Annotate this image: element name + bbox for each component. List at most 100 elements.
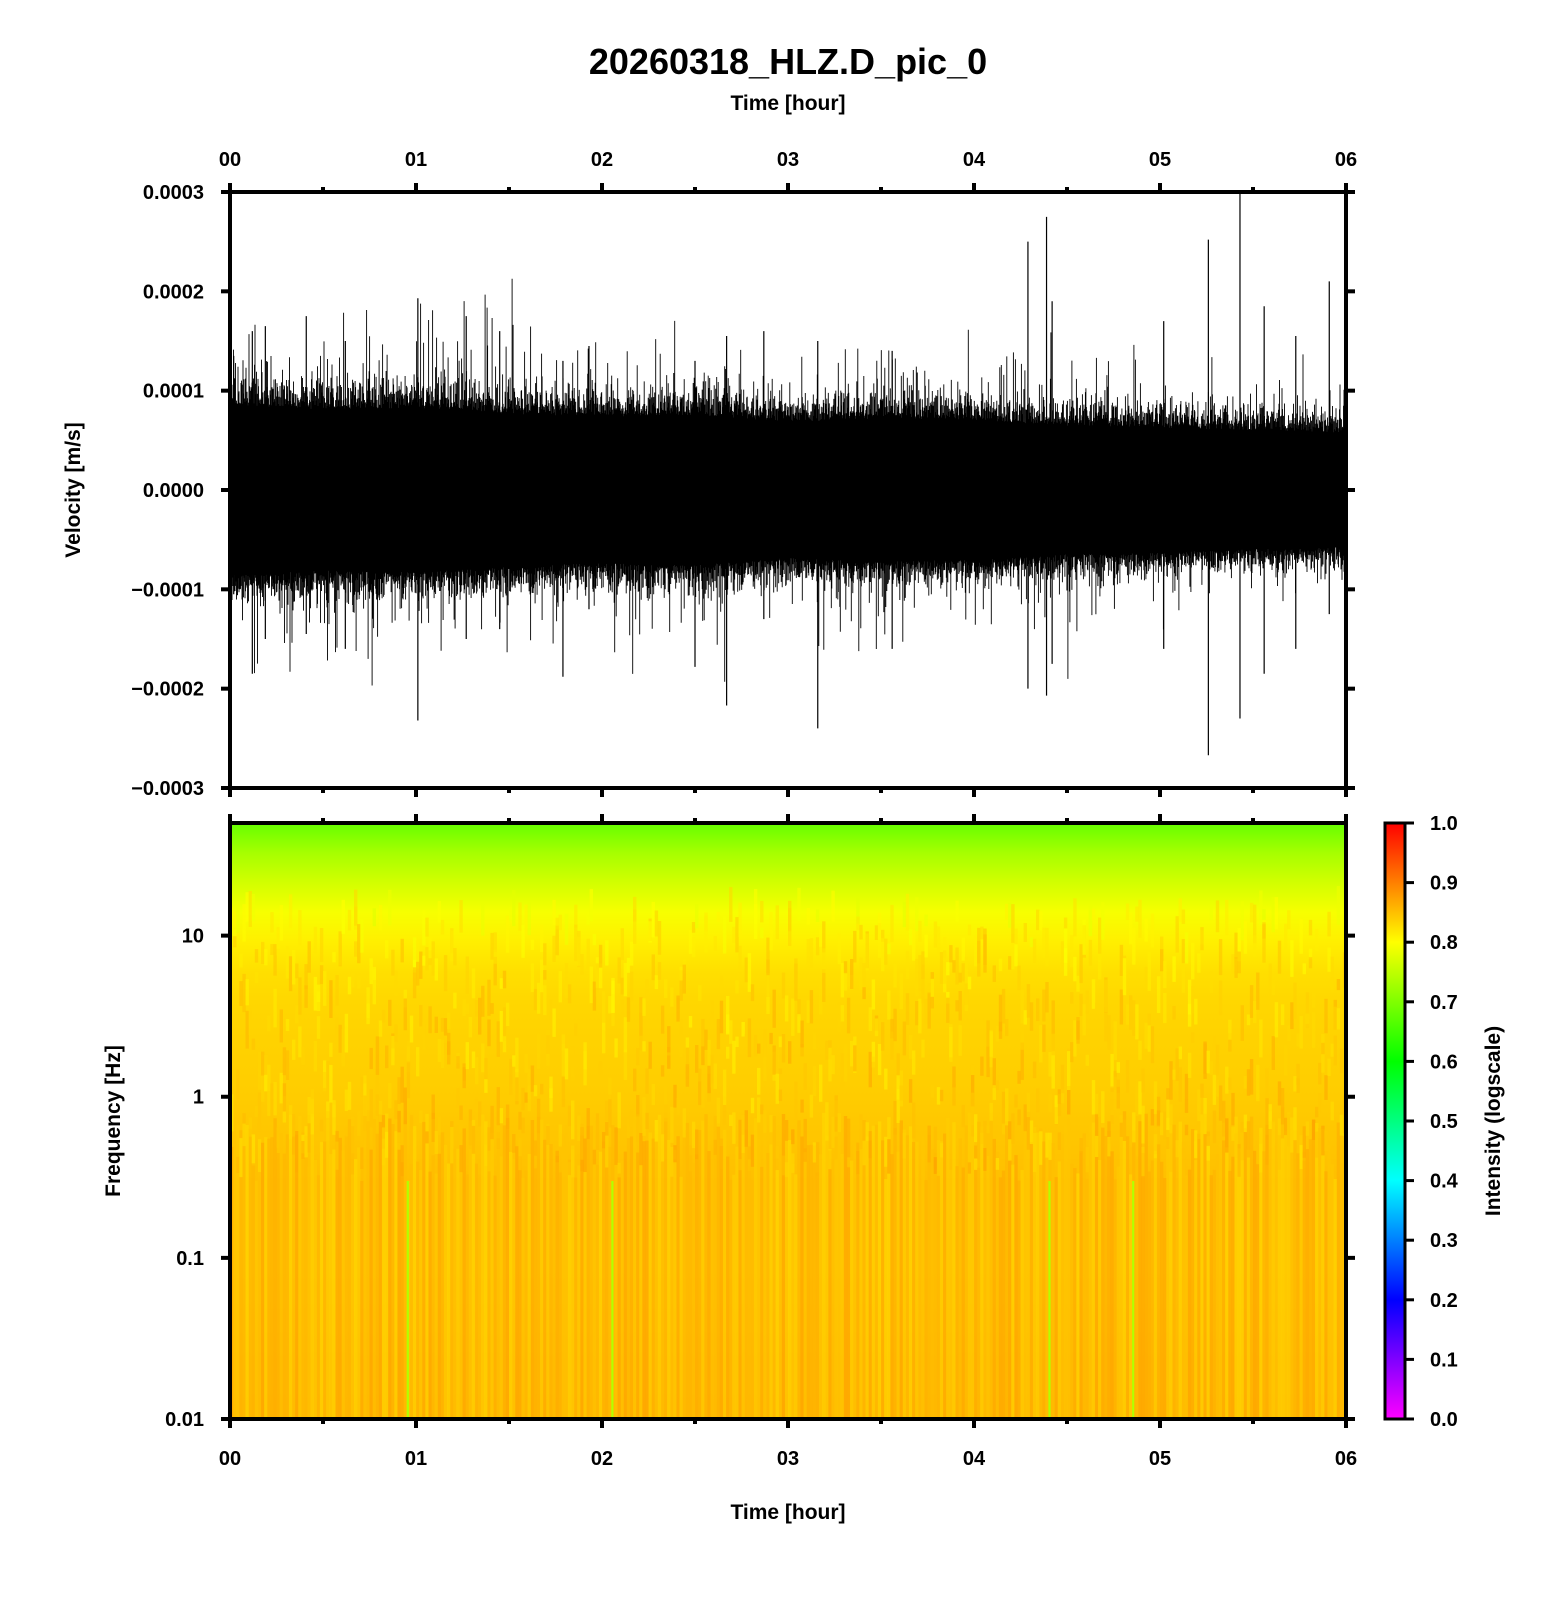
spectrogram-cell: [509, 1151, 513, 1419]
spectrogram-cell: [719, 975, 724, 990]
spectrogram-cell: [859, 1114, 863, 1419]
spectrogram-cell: [1265, 1134, 1269, 1165]
spectrogram-cell: [530, 1065, 535, 1092]
spectrogram-cell: [357, 1111, 361, 1136]
spectrogram-cell: [1048, 1093, 1052, 1113]
spectrogram-cell: [806, 1000, 810, 1023]
spectrogram-cell: [397, 1077, 401, 1105]
spectrogram-cell: [970, 1075, 975, 1107]
spectrogram-cell: [239, 1138, 243, 1178]
spectrogram-cell: [412, 1126, 417, 1419]
spectrogram-cell: [719, 1000, 724, 1034]
spectrogram-cell: [242, 1123, 246, 1147]
spectrogram-cell: [691, 937, 696, 958]
spectrogram-cell: [729, 1114, 733, 1126]
spectrogram-cell: [313, 926, 318, 954]
y-tick-label: −0.0001: [131, 579, 204, 601]
spectrogram-cell: [533, 1168, 538, 1419]
spectrogram-cell: [605, 940, 609, 966]
spectrogram-cell: [676, 1136, 680, 1419]
spectrogram-cell: [629, 1109, 634, 1128]
spectrogram-cell: [1253, 1001, 1257, 1024]
spectrogram-cell: [719, 1138, 724, 1170]
spectrogram-cell: [828, 1149, 832, 1170]
spectrogram-cell: [1107, 1136, 1111, 1157]
spectrogram-cell: [298, 1026, 302, 1058]
spectrogram-cell: [757, 1067, 761, 1095]
spectrogram-cell: [893, 1008, 897, 1042]
spectrogram-cell: [1005, 1019, 1009, 1037]
spectrogram-cell: [574, 1023, 578, 1037]
spectrogram-cell: [664, 1117, 668, 1419]
spectrogram-cell: [1333, 1035, 1337, 1066]
spectrogram-cell: [822, 1112, 826, 1419]
spectrogram-cell: [744, 1034, 748, 1048]
spectrogram-cell: [369, 1089, 373, 1128]
spectrogram-cell: [791, 1153, 795, 1173]
spectrogram-cell: [1067, 1051, 1071, 1090]
spectrogram-cell: [440, 1132, 445, 1419]
spectrogram-cell: [1008, 1121, 1012, 1419]
spectrogram-cell: [753, 1118, 758, 1419]
spectrogram-cell: [1036, 998, 1040, 1022]
spectrogram-cell: [998, 994, 1003, 1032]
spectrogram-cell: [633, 1068, 637, 1092]
spectrogram-cell: [986, 1125, 990, 1419]
spectrogram-cell: [896, 1089, 900, 1123]
spectrogram-cell: [527, 1068, 531, 1100]
spectrogram-cell: [251, 1038, 256, 1050]
spectrogram-cell: [409, 1128, 414, 1164]
x-tick-label: 02: [591, 1448, 613, 1470]
spectrogram-cell: [459, 1145, 463, 1173]
spectrogram-cell: [372, 1118, 376, 1419]
spectrogram-cell: [428, 937, 432, 959]
spectrogram-cell: [388, 1118, 392, 1419]
spectrogram-cell: [468, 1120, 473, 1149]
spectrogram-cell: [574, 1177, 578, 1419]
spectrogram-cell: [667, 1026, 671, 1053]
spectrogram-cell: [933, 1126, 938, 1419]
spectrogram-cell: [729, 1179, 733, 1419]
spectrogram-cell: [679, 966, 683, 981]
spectrogram-cell: [335, 1141, 339, 1170]
spectrogram-cell: [757, 1097, 761, 1123]
spectrogram-cell: [394, 970, 398, 996]
spectrogram-cell: [1237, 1148, 1241, 1419]
spectrogram-cell: [1147, 1171, 1151, 1419]
spectrogram-cell: [307, 941, 311, 973]
spectrogram-cell: [589, 966, 593, 1004]
spectrogram-cell: [499, 978, 504, 989]
spectrogram-cell: [1287, 1025, 1291, 1041]
spectrogram-cell: [840, 1005, 845, 1022]
spectrogram-cell: [657, 1048, 662, 1068]
spectrogram-cell: [611, 977, 615, 1013]
spectrogram-cell: [710, 1000, 714, 1023]
spectrogram-cell: [642, 998, 646, 1016]
spectrogram-cell: [1311, 988, 1316, 1008]
spectrogram-cell: [657, 962, 662, 980]
spectrogram-cell: [701, 1018, 705, 1047]
spectrogram-cell: [670, 1155, 674, 1419]
spectrogram-cell: [1138, 1040, 1142, 1060]
spectrogram-cell: [1181, 939, 1186, 964]
spectrogram-cell: [292, 1039, 296, 1060]
spectrogram-cell: [546, 1123, 550, 1419]
spectrogram-cell: [955, 947, 959, 985]
spectrogram-cell: [927, 992, 931, 1029]
spectrogram-cell: [757, 1043, 761, 1054]
spectrogram-cell: [930, 978, 934, 997]
spectrogram-cell: [763, 1110, 767, 1133]
spectrogram-cell: [1141, 1068, 1145, 1093]
spectrogram-cell: [713, 935, 717, 951]
spectrogram-cell: [1113, 1179, 1117, 1419]
spectrogram-cell: [1147, 1025, 1151, 1052]
spectrogram-cell: [1094, 1093, 1099, 1115]
spectrogram-cell: [1023, 1010, 1027, 1025]
spectrogram-cell: [453, 1148, 457, 1419]
spectrogram-cell: [350, 1116, 355, 1419]
spectrogram-cell: [738, 1159, 742, 1171]
spectrogram-cell: [1001, 1170, 1006, 1419]
spectrogram-cell: [363, 1095, 367, 1131]
spectrogram-cell: [577, 1115, 581, 1141]
spectrogram-cell: [1218, 1125, 1223, 1419]
